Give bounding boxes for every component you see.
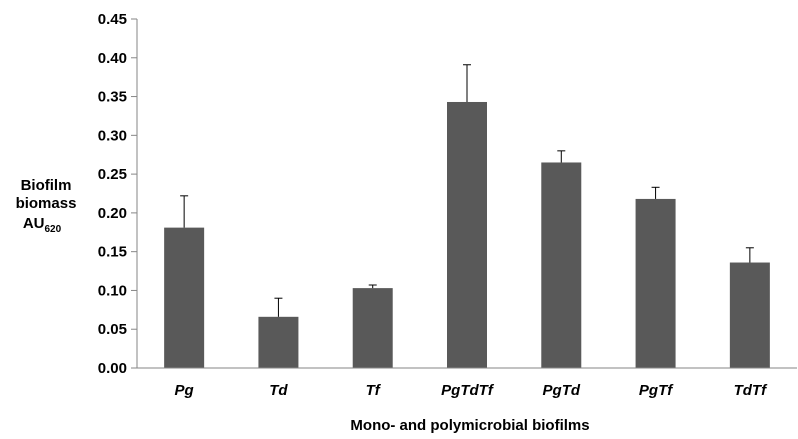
bar xyxy=(258,316,299,368)
bar xyxy=(541,162,582,368)
bar xyxy=(352,288,393,368)
bars xyxy=(164,101,770,369)
y-axis-title-line2: biomass xyxy=(16,195,77,212)
y-tick-label: 0.40 xyxy=(98,50,127,67)
bar xyxy=(729,262,770,368)
x-axis-labels: Pg Td Tf PgTdTf PgTd PgTf TdTf xyxy=(175,382,769,399)
y-axis-title-line3: AU620 xyxy=(23,215,62,235)
y-tick-label: 0.20 xyxy=(98,205,127,222)
bar xyxy=(447,101,487,369)
y-tick-label: 0.25 xyxy=(98,166,127,183)
bar xyxy=(164,227,205,368)
x-tick-label: Pg xyxy=(175,382,194,399)
y-tick-label: 0.05 xyxy=(98,321,127,338)
axes xyxy=(136,19,797,369)
error-bars xyxy=(180,64,754,317)
y-axis-title-unit: AU xyxy=(23,215,45,232)
y-tick-label: 0.45 xyxy=(98,11,127,28)
x-tick-label: PgTdTf xyxy=(441,382,495,399)
y-axis-title-line1: Biofilm xyxy=(21,177,72,194)
x-axis-title: Mono- and polymicrobial biofilms xyxy=(350,417,589,434)
bar xyxy=(635,198,676,368)
y-axis-ticks: 0.00 0.05 0.10 0.15 0.20 0.25 0.30 0.35 0.40 0.45 xyxy=(98,11,137,377)
y-tick-label: 0.00 xyxy=(98,360,127,377)
x-tick-label: TdTf xyxy=(734,382,768,399)
x-tick-label: PgTf xyxy=(639,382,674,399)
y-axis-title: Biofilm biomass AU620 xyxy=(16,177,77,235)
y-tick-label: 0.30 xyxy=(98,127,127,144)
x-tick-label: PgTd xyxy=(543,382,581,399)
x-tick-label: Tf xyxy=(366,382,382,399)
y-tick-label: 0.10 xyxy=(98,282,127,299)
y-tick-label: 0.35 xyxy=(98,89,127,106)
y-axis-title-subscript: 620 xyxy=(44,224,61,235)
x-tick-label: Td xyxy=(269,382,288,399)
y-tick-label: 0.15 xyxy=(98,244,127,261)
